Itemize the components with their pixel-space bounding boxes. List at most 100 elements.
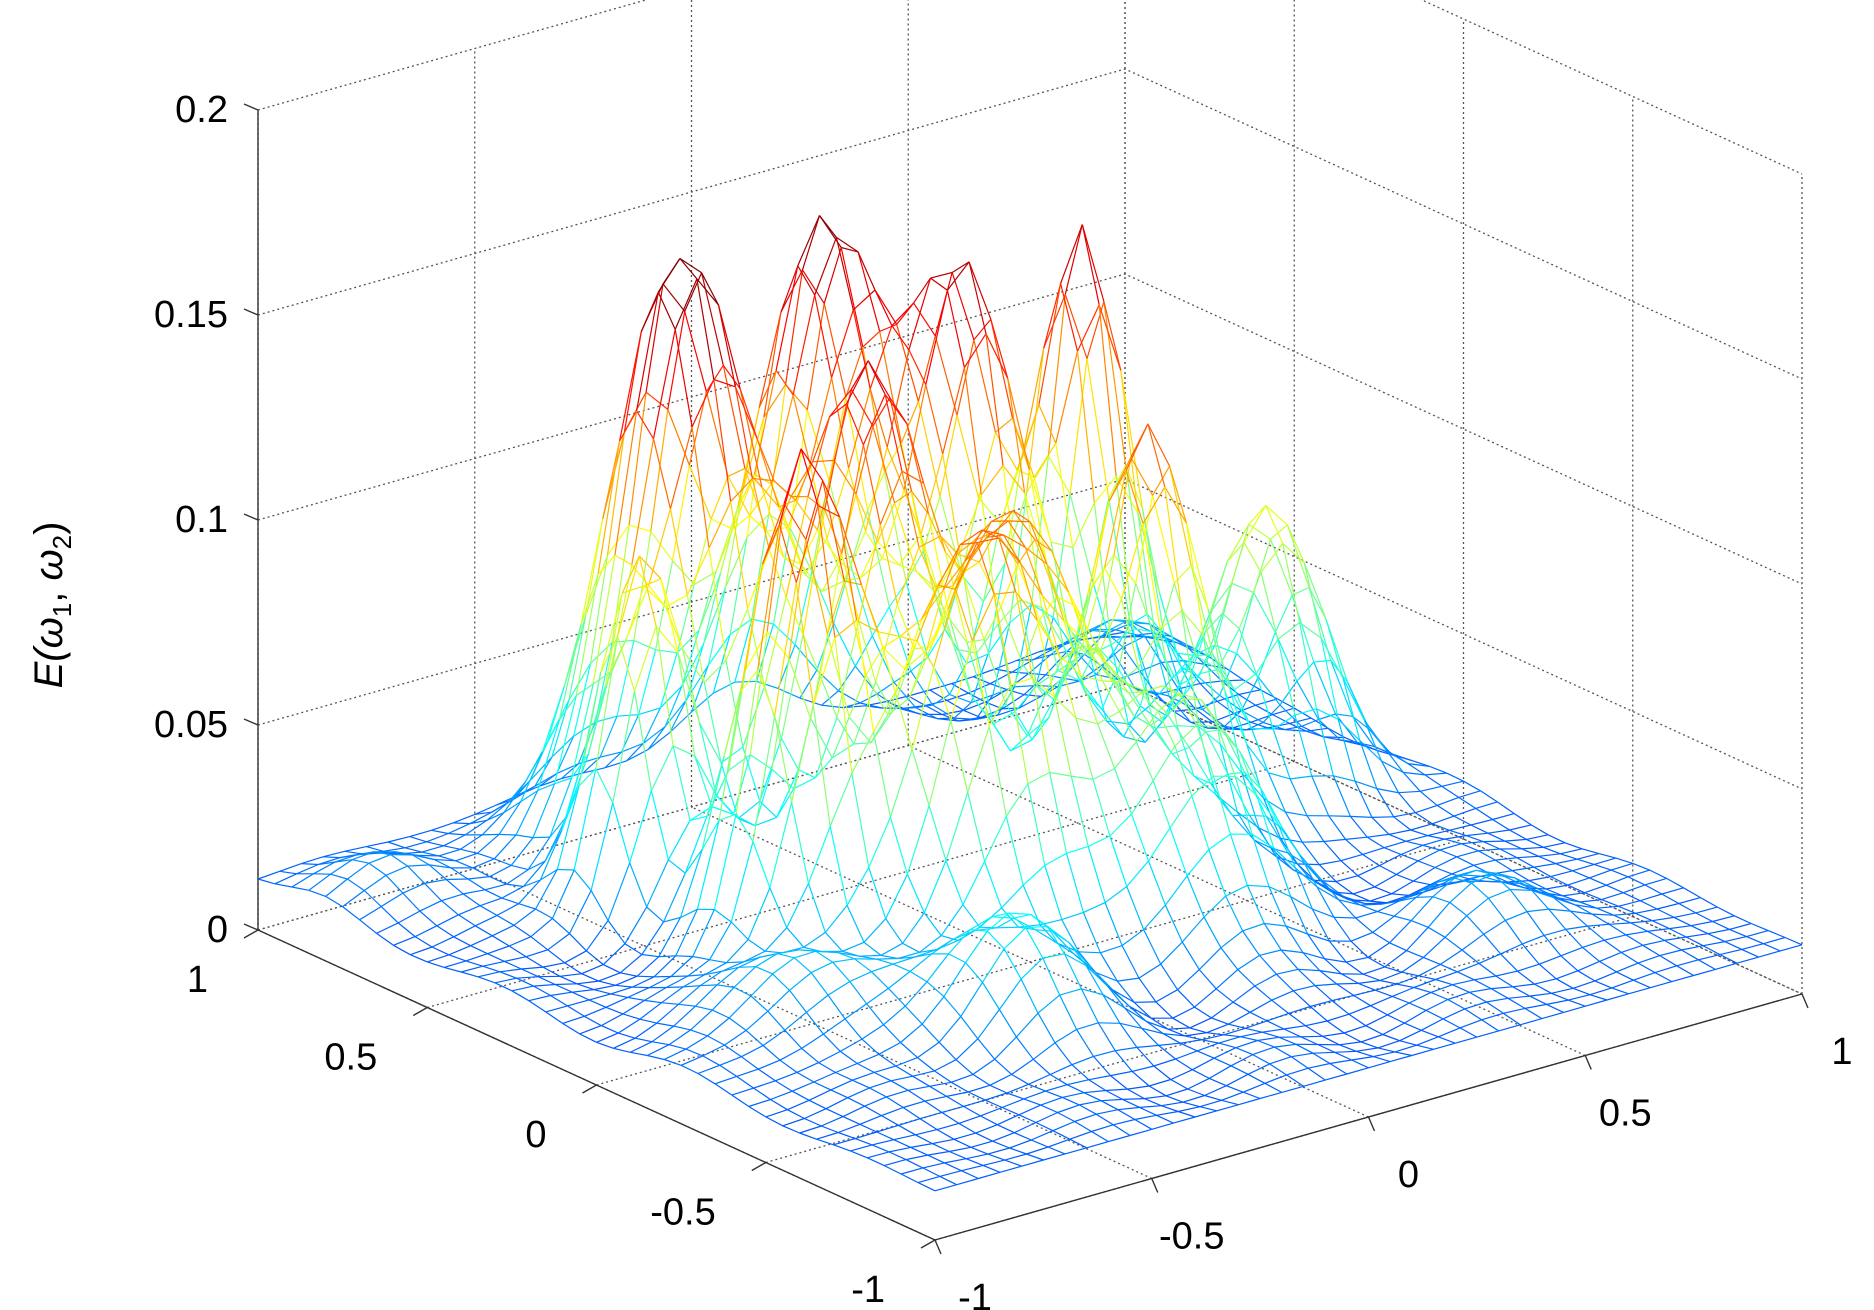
mesh-segment: [1180, 1039, 1202, 1044]
mesh-segment: [1511, 870, 1530, 882]
mesh-segment: [785, 496, 809, 597]
mesh-segment: [1098, 304, 1117, 477]
mesh-segment: [939, 1170, 962, 1177]
mesh-segment: [762, 1045, 781, 1061]
mesh-segment: [885, 874, 908, 919]
mesh-segment: [1295, 1043, 1314, 1054]
mesh-segment: [1346, 956, 1369, 963]
mesh-segment: [1396, 873, 1414, 882]
mesh-segment: [687, 959, 710, 977]
mesh-segment: [1026, 455, 1049, 493]
mesh-segment: [991, 520, 1009, 522]
mesh-segment: [1610, 869, 1629, 878]
mesh-segment: [1140, 685, 1163, 694]
mesh-segment: [1307, 933, 1330, 942]
mesh-segment: [1461, 841, 1484, 845]
mesh-segment: [795, 582, 814, 706]
mesh-segment: [1459, 1019, 1482, 1029]
mesh-segment: [1194, 1110, 1217, 1118]
mesh-segment: [1065, 645, 1084, 675]
mesh-segment: [1659, 955, 1678, 967]
mesh-segment: [274, 883, 293, 888]
mesh-segment: [1274, 632, 1298, 682]
mesh-segment: [804, 1108, 827, 1120]
mesh-segment: [513, 908, 536, 926]
mesh-segment: [963, 333, 987, 368]
mesh-segment: [1412, 866, 1436, 882]
mesh-segment: [787, 1099, 810, 1111]
mesh-segment: [1105, 1089, 1123, 1100]
mesh-segment: [1087, 567, 1106, 596]
mesh-segment: [771, 768, 795, 790]
mesh-segment: [791, 1090, 810, 1101]
mesh-segment: [636, 410, 655, 440]
mesh-segment: [554, 695, 577, 784]
mesh-segment: [1285, 925, 1308, 935]
mesh-segment: [998, 537, 1017, 592]
mesh-segment: [659, 685, 683, 709]
mesh-segment: [867, 360, 886, 395]
mesh-segment: [1628, 987, 1651, 995]
mesh-segment: [726, 961, 744, 964]
mesh-segment: [467, 878, 486, 891]
mesh-segment: [1130, 813, 1150, 862]
mesh-segment: [956, 415, 980, 499]
mesh-segment: [1210, 783, 1233, 816]
y-tick-label: 1: [187, 959, 208, 1001]
mesh-segment: [1040, 1096, 1063, 1106]
mesh-segment: [1256, 794, 1279, 826]
mesh-segment: [308, 873, 331, 891]
mesh-segment: [593, 989, 611, 995]
mesh-segment: [518, 903, 536, 910]
mesh-segment: [1553, 896, 1576, 906]
mesh-segment: [1475, 807, 1493, 821]
mesh-segment: [1405, 835, 1428, 842]
mesh-segment: [985, 333, 1004, 466]
mesh-segment: [1099, 651, 1118, 685]
mesh-segment: [1072, 502, 1095, 548]
mesh-segment: [1196, 724, 1219, 728]
mesh-segment: [1454, 877, 1472, 884]
mesh-segment: [841, 553, 860, 621]
mesh-segment: [1261, 789, 1280, 826]
mesh-segment: [1087, 500, 1110, 595]
mesh-segment: [1656, 908, 1675, 918]
x-tick-mark: [1801, 993, 1809, 1009]
mesh-segment: [860, 558, 883, 579]
mesh-segment: [513, 924, 532, 938]
mesh-segment: [943, 962, 967, 997]
mesh-segment: [1104, 886, 1128, 904]
mesh-segment: [629, 862, 648, 908]
mesh-segment: [975, 714, 998, 720]
mesh-segment: [1374, 873, 1397, 888]
mesh-segment: [780, 269, 804, 313]
mesh-segment: [1113, 554, 1137, 584]
mesh-segment: [695, 1005, 713, 1011]
mesh-segment: [1312, 908, 1335, 918]
mesh-segment: [718, 813, 737, 821]
mesh-segment: [1384, 950, 1407, 968]
mesh-segment: [1303, 562, 1322, 639]
mesh-segment: [893, 1134, 916, 1141]
mesh-segment: [1267, 727, 1285, 731]
mesh-segment: [1274, 1043, 1297, 1048]
mesh-segment: [716, 984, 735, 988]
mesh-segment: [664, 698, 688, 727]
mesh-segment: [1286, 524, 1310, 588]
mesh-segment: [1123, 681, 1147, 692]
mesh-segment: [1564, 842, 1583, 850]
mesh-segment: [994, 591, 1016, 595]
mesh-segment: [892, 963, 911, 972]
mesh-segment: [1079, 1104, 1097, 1115]
y-tick-mark: [582, 1084, 597, 1094]
mesh-segment: [816, 1131, 839, 1140]
mesh-segment: [829, 389, 852, 417]
mesh-segment: [1763, 943, 1781, 952]
mesh-segment: [1434, 856, 1457, 869]
mesh-segment: [986, 930, 1005, 950]
mesh-segment: [746, 513, 770, 538]
mesh-segment: [946, 290, 965, 368]
mesh-segment: [998, 1009, 1017, 1038]
mesh-segment: [906, 805, 930, 875]
mesh-segment: [1526, 908, 1549, 913]
